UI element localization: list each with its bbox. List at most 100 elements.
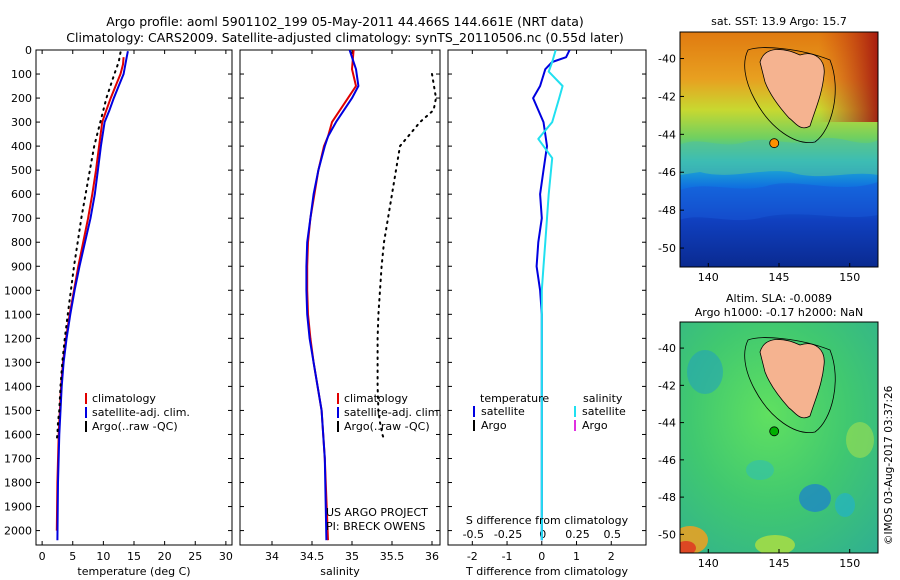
legend-label-s-satellite: satellite	[582, 405, 626, 418]
lon-tick-label: 140	[698, 557, 719, 570]
y-tick-label: 300	[11, 116, 32, 129]
x-tick-label: 36	[425, 550, 439, 563]
t-difference-tick-labels: -2 -1 0 1 2	[448, 49, 646, 563]
temperature-legend: climatology satellite-adj. clim. Argo(..…	[85, 392, 190, 433]
x-tick-label: 1	[573, 550, 580, 563]
tasmania-landmass	[759, 339, 825, 419]
x-tick-label: 35	[345, 550, 359, 563]
y-tick-label: 1700	[4, 452, 32, 465]
x-tick-label: 10	[96, 550, 110, 563]
legend-label-climatology: climatology	[92, 392, 156, 405]
lat-tick-label: -44	[658, 417, 676, 430]
x-tick-label: 30	[219, 550, 233, 563]
s-difference-xlabel: S difference from climatology	[466, 514, 629, 527]
salinity-axes-frame	[239, 49, 441, 546]
legend-label-argo: Argo(..raw -QC)	[92, 420, 178, 433]
x-tick-label: 20	[158, 550, 172, 563]
y-tick-label: 1800	[4, 477, 32, 490]
legend-label-argo: Argo(..raw -QC)	[344, 420, 430, 433]
y-tick-label: 500	[11, 164, 32, 177]
x-tick-label: 35.5	[380, 550, 405, 563]
salinity-profiles	[305, 50, 437, 541]
x-tick-label: 34	[265, 550, 279, 563]
legend-title-salinity: salinity	[583, 392, 623, 405]
profile-argo-raw-qc-	[55, 51, 122, 441]
argo-position-marker	[769, 426, 780, 437]
temperature-panel: 0100200300400500600700800900100011001200…	[4, 44, 233, 578]
legend-title-temperature: temperature	[480, 392, 549, 405]
y-tick-label: 400	[11, 140, 32, 153]
pi-annotation: PI: BRECK OWENS	[326, 520, 425, 533]
sst-map-title: sat. SST: 13.9 Argo: 15.7	[711, 15, 847, 28]
sst-map-lat-ticks: -40 -42 -44 -46 -48 -50	[658, 53, 684, 255]
y-tick-label: 1900	[4, 501, 32, 514]
y-tick-label: 800	[11, 236, 32, 249]
sla-high-patch	[846, 422, 874, 458]
depth-tick-labels: 0 100 200 300 400 500 600 700 800 900 1000 1100 1200…	[4, 44, 232, 538]
sst-map-lon-ticks: 140 145 150	[698, 263, 860, 284]
profile-satellite-adj-clim-	[305, 50, 360, 541]
sla-map-lat-ticks: -40 -42 -44 -46 -48 -50	[658, 342, 684, 541]
y-tick-label: 1500	[4, 404, 32, 417]
temperature-profiles	[55, 51, 129, 541]
sla-low-patch	[799, 484, 831, 512]
s-diff-tick-label: 0.25	[565, 528, 590, 541]
lat-tick-label: -46	[658, 166, 676, 179]
sla-low-patch	[835, 493, 855, 517]
y-tick-label: 200	[11, 92, 32, 105]
lat-tick-label: -42	[658, 379, 676, 392]
x-tick-label: -2	[467, 550, 478, 563]
y-tick-label: 700	[11, 212, 32, 225]
profile-satellite-adj-clim-	[56, 51, 129, 541]
x-tick-label: 0	[538, 550, 545, 563]
difference-panel: -2 -1 0 1 2 -0.5 -0.25 0 0.25 0.5 T difference f…	[447, 49, 647, 578]
y-tick-label: 0	[25, 44, 32, 57]
figure-title-line1: Argo profile: aoml 5901102_199 05-May-20…	[106, 14, 584, 29]
figure-title-line2: Climatology: CARS2009. Satellite-adjuste…	[66, 30, 623, 45]
tasmania-landmass	[759, 49, 825, 129]
imos-watermark: ©IMOS 03-Aug-2017 03:37:26	[883, 385, 895, 545]
temperature-axes-frame	[35, 49, 233, 546]
lat-tick-label: -50	[658, 242, 676, 255]
legend-label-s-argo: Argo	[582, 419, 608, 432]
shelf-contour	[744, 337, 836, 433]
legend-label-satellite-adj: satellite-adj. clim.	[344, 406, 442, 419]
argo-position-marker	[769, 138, 780, 149]
sst-cool-band	[680, 182, 878, 221]
x-tick-label: 0	[39, 550, 46, 563]
y-tick-label: 100	[11, 68, 32, 81]
lon-tick-label: 150	[839, 557, 860, 570]
x-tick-label: 34.5	[300, 550, 325, 563]
salinity-legend: climatology satellite-adj. clim. Argo(..…	[337, 392, 442, 433]
y-tick-label: 900	[11, 260, 32, 273]
shelf-contour	[744, 47, 836, 143]
sst-front-band	[680, 137, 878, 177]
salinity-panel: 34 34.5 35 35.5 36 salinity climatology sate…	[239, 49, 442, 578]
x-tick-label: 25	[188, 550, 202, 563]
difference-profiles	[532, 50, 571, 541]
profile-salinity-satellite	[537, 50, 564, 541]
x-tick-label: 15	[127, 550, 141, 563]
lon-tick-label: 150	[839, 271, 860, 284]
sla-low-patch	[687, 350, 723, 394]
sla-map-lon-ticks: 140 145 150	[698, 549, 860, 570]
y-tick-label: 1100	[4, 308, 32, 321]
s-diff-tick-label: -0.25	[494, 528, 522, 541]
lat-tick-label: -46	[658, 454, 676, 467]
sla-map: Altim. SLA: -0.0089 Argo h1000: -0.17 h2…	[658, 292, 879, 570]
salinity-xlabel: salinity	[320, 565, 360, 578]
x-tick-label: 5	[69, 550, 76, 563]
y-tick-label: 1000	[4, 284, 32, 297]
y-tick-label: 1200	[4, 332, 32, 345]
lat-tick-label: -44	[658, 128, 676, 141]
difference-legend: temperature salinity satellite Argo sate…	[473, 392, 626, 432]
x-tick-label: -1	[502, 550, 513, 563]
lon-tick-label: 145	[769, 271, 790, 284]
sla-high-patch	[755, 535, 795, 553]
y-tick-label: 1300	[4, 356, 32, 369]
temperature-xlabel: temperature (deg C)	[77, 565, 190, 578]
lat-tick-label: -40	[658, 53, 676, 66]
sla-map-title: Altim. SLA: -0.0089	[726, 292, 832, 305]
temperature-tick-labels: 0 5 10 15 20 25 30	[39, 50, 233, 563]
